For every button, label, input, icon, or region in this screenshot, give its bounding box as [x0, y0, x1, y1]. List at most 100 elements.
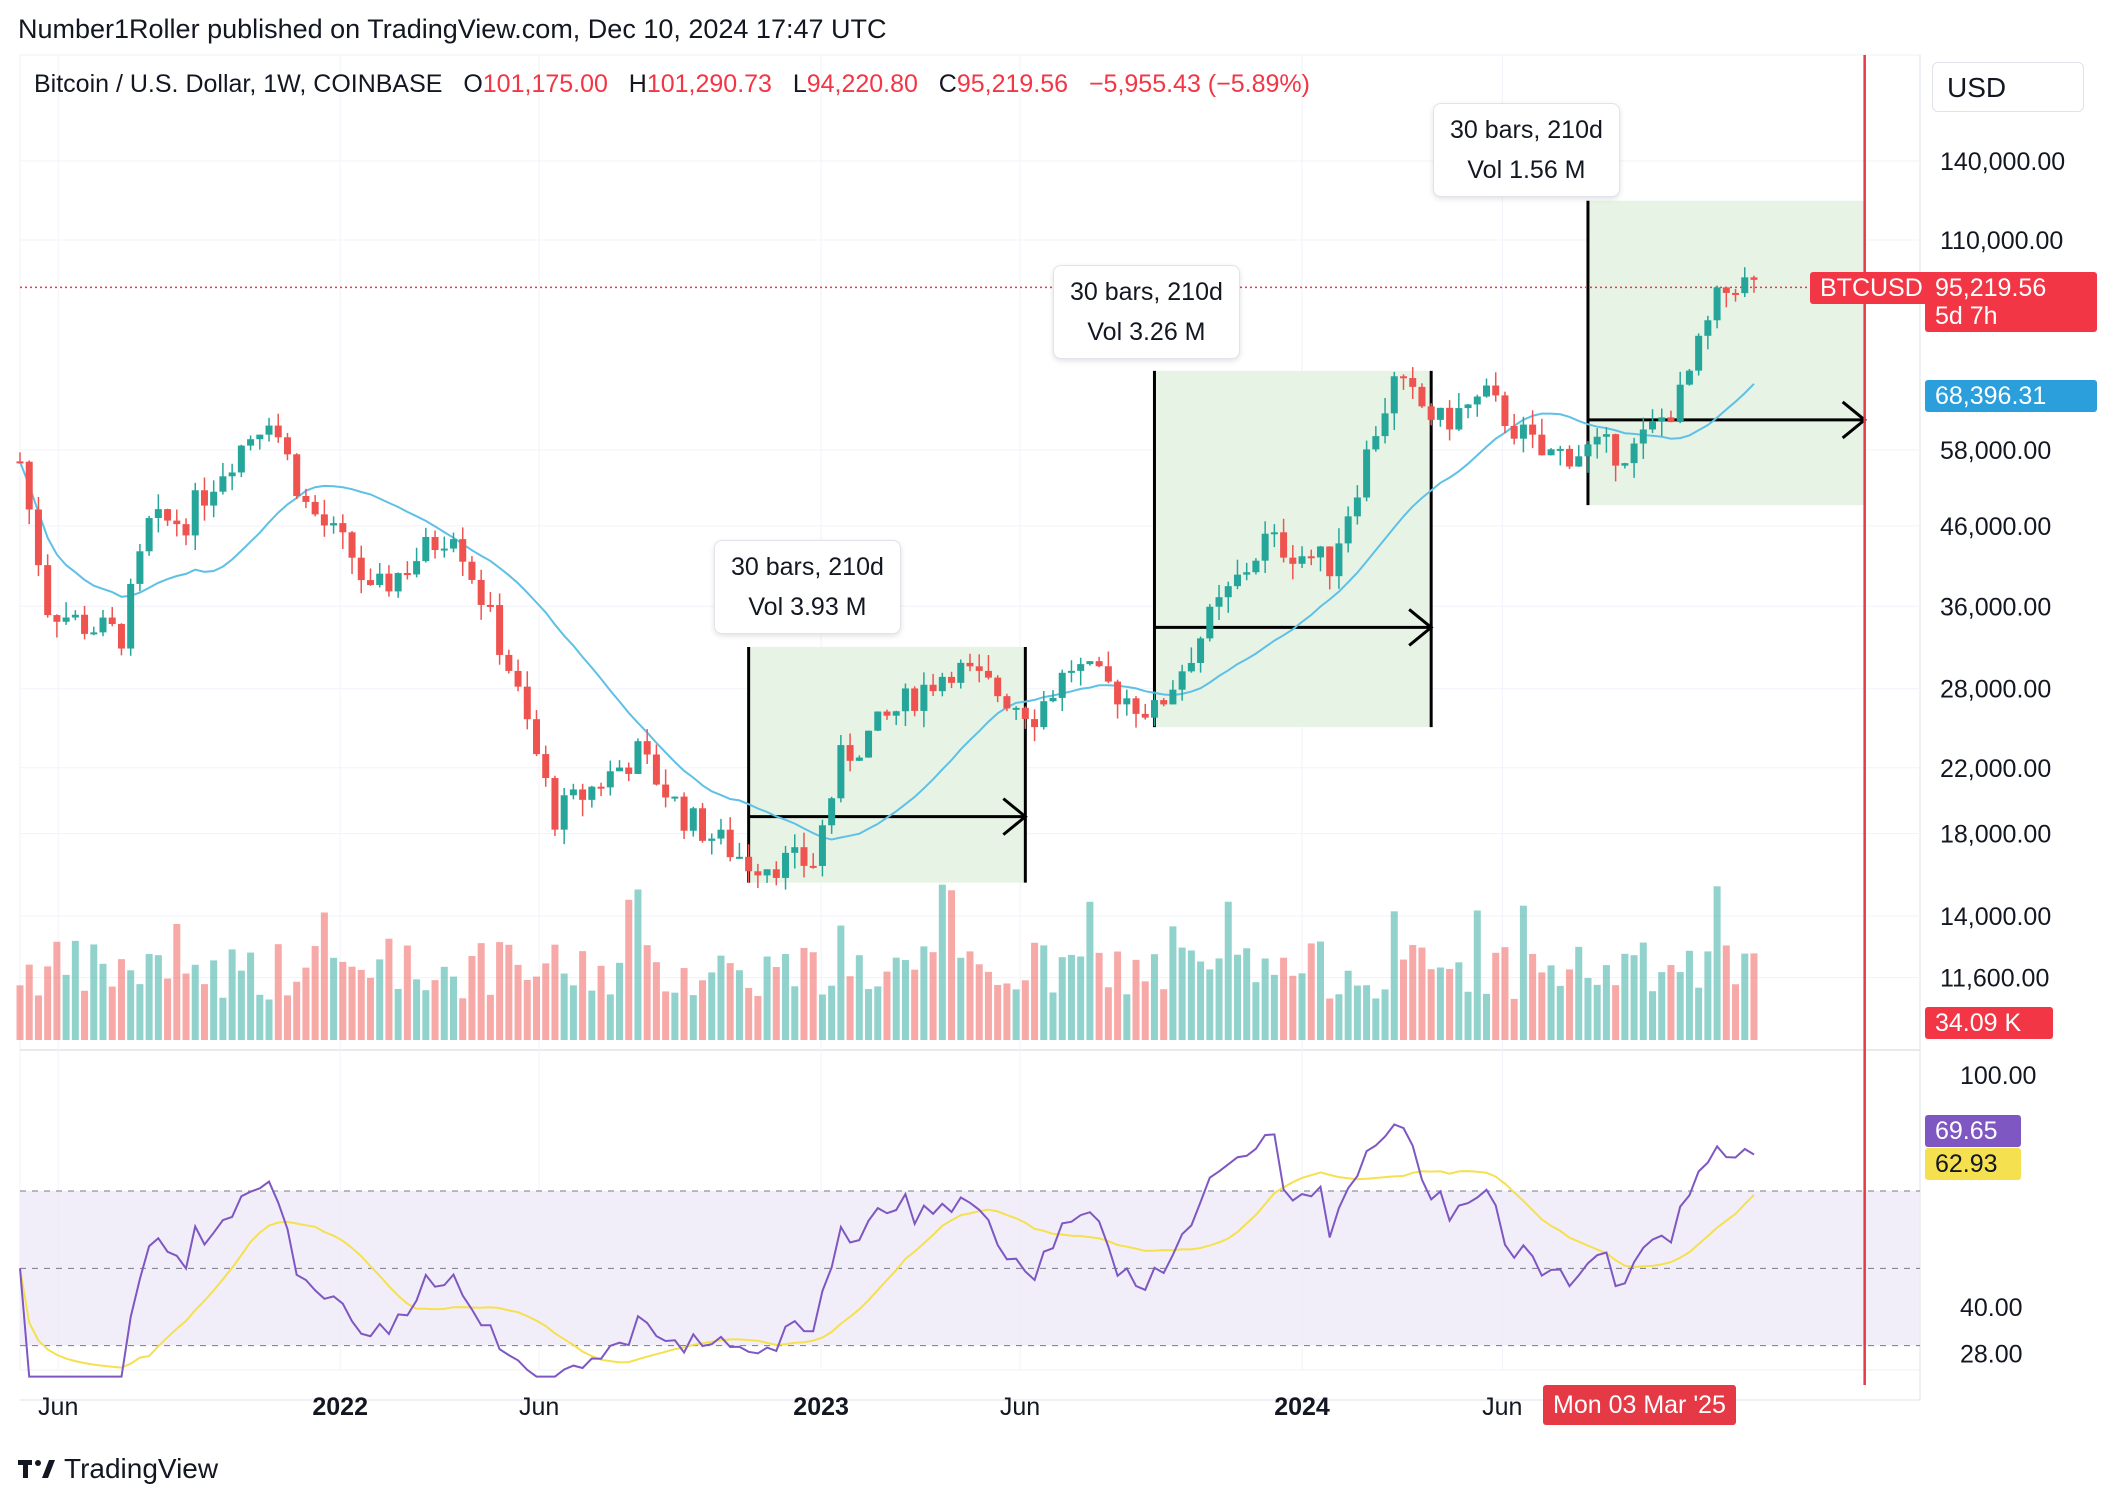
- volume-bar: [1547, 965, 1555, 1040]
- candle-body: [136, 551, 144, 584]
- range-volume-label: Vol 1.56 M: [1467, 156, 1586, 184]
- volume-bar: [745, 987, 753, 1040]
- candle-body: [533, 719, 541, 755]
- volume-bar: [1630, 955, 1638, 1040]
- candle-body: [357, 557, 365, 581]
- volume-bar: [1612, 985, 1620, 1040]
- candle-body: [763, 869, 771, 876]
- volume-bar: [551, 944, 559, 1040]
- volume-bar: [191, 964, 199, 1040]
- volume-bar: [957, 957, 965, 1040]
- volume-bar: [81, 990, 89, 1040]
- candle-body: [283, 437, 291, 455]
- volume-bar: [1741, 953, 1749, 1040]
- volume-bar: [726, 963, 734, 1040]
- candle-body: [1058, 672, 1066, 698]
- candle-body: [1473, 396, 1481, 405]
- candle-body: [1658, 417, 1666, 422]
- range-volume-label: Vol 3.93 M: [748, 593, 867, 621]
- volume-bar: [597, 965, 605, 1040]
- currency-button[interactable]: USD: [1932, 62, 2084, 112]
- candle-body: [726, 829, 734, 858]
- candle-body: [911, 688, 919, 711]
- candle-body: [394, 573, 402, 592]
- high-value: 101,290.73: [646, 70, 772, 98]
- volume-bar: [1095, 952, 1103, 1040]
- candle-body: [579, 789, 587, 800]
- volume-bar: [671, 992, 679, 1040]
- volume-bar: [1169, 926, 1177, 1040]
- candle-body: [920, 684, 928, 711]
- volume-bar: [754, 995, 762, 1040]
- volume-bar: [237, 970, 245, 1040]
- candle-body: [145, 518, 153, 552]
- volume-bar: [634, 889, 642, 1040]
- volume-bar: [1270, 974, 1278, 1040]
- volume-bar: [422, 990, 430, 1040]
- tradingview-footer[interactable]: TradingView: [18, 1453, 218, 1485]
- volume-bar: [929, 952, 937, 1040]
- volume-bar: [1224, 901, 1232, 1040]
- candle-body: [1630, 443, 1638, 464]
- candle-body: [1713, 287, 1721, 321]
- candle-body: [1067, 670, 1075, 673]
- candle-body: [274, 425, 282, 438]
- volume-bar: [579, 951, 587, 1040]
- candle-body: [228, 472, 236, 477]
- volume-bar: [1667, 965, 1675, 1040]
- candle-body: [1501, 395, 1509, 426]
- candle-body: [1483, 385, 1491, 397]
- candle-body: [459, 539, 467, 562]
- range-bars-label: 30 bars, 210d: [731, 553, 884, 581]
- volume-bar: [523, 979, 531, 1040]
- candle-body: [81, 614, 89, 634]
- candle-body: [1741, 277, 1749, 294]
- candle-body: [1722, 287, 1730, 293]
- ma-line: [19, 383, 1755, 841]
- candle-body: [1335, 543, 1343, 577]
- candle-body: [1104, 666, 1112, 682]
- volume-bar: [459, 998, 467, 1040]
- candle-body: [1566, 448, 1574, 467]
- candle-body: [1529, 424, 1537, 435]
- candle-body: [1215, 597, 1223, 607]
- rsi-line: [19, 1123, 1755, 1378]
- volume-bar: [569, 985, 577, 1040]
- volume-bar: [1307, 943, 1315, 1040]
- volume-bar: [1658, 972, 1666, 1040]
- candle-body: [828, 798, 836, 826]
- candle-body: [366, 580, 374, 585]
- candle-body: [1197, 638, 1205, 663]
- volume-bar: [643, 945, 651, 1040]
- candle-body: [1003, 696, 1011, 709]
- volume-bar: [699, 980, 707, 1040]
- price-tick-label: 28,000.00: [1940, 676, 2051, 704]
- candle-body: [348, 532, 356, 558]
- candlesticks: [16, 267, 1758, 890]
- last-price-value: 95,219.56: [1935, 274, 2047, 302]
- candle-body: [680, 796, 688, 831]
- volume-bar: [1187, 950, 1195, 1040]
- candle-body: [440, 548, 448, 551]
- candle-body: [302, 495, 310, 502]
- rsi-tick-label: 28.00: [1960, 1340, 2023, 1368]
- candle-body: [1390, 376, 1398, 414]
- volume-bar: [385, 938, 393, 1040]
- candle-body: [938, 676, 946, 692]
- volume-bar: [837, 925, 845, 1040]
- symbol-title: Bitcoin / U.S. Dollar, 1W, COINBASE: [34, 70, 443, 98]
- volume-bar: [1473, 910, 1481, 1040]
- candle-body: [1243, 572, 1251, 575]
- candle-body: [1252, 560, 1260, 573]
- volume-bar: [1436, 967, 1444, 1040]
- rsi-ma-line: [19, 1170, 1755, 1369]
- volume-bars: [16, 884, 1758, 1040]
- volume-bar: [1575, 946, 1583, 1040]
- candle-body: [173, 520, 181, 525]
- volume-bar: [1021, 980, 1029, 1040]
- volume-bar: [1584, 977, 1592, 1040]
- volume-bar: [625, 899, 633, 1040]
- volume-bar: [662, 991, 670, 1040]
- candle-body: [1178, 671, 1186, 690]
